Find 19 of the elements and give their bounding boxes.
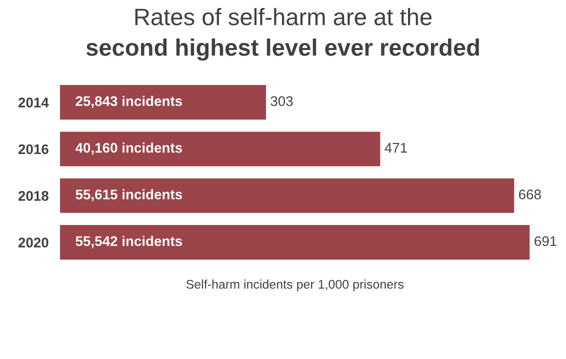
data-label: 668 <box>519 190 541 200</box>
annotation: 55,542 incidents <box>76 236 182 248</box>
x-axis-title: Self-harm incidents per 1,000 prisoners <box>186 280 404 292</box>
bar <box>60 225 530 260</box>
chart-title: Rates of self-harm are at the <box>135 8 432 26</box>
y-tick-label: 2018 <box>18 190 48 201</box>
annotation: 55,615 incidents <box>76 189 182 202</box>
bar <box>60 85 266 120</box>
y-tick-label: 2014 <box>18 98 49 108</box>
data-label: 303 <box>270 96 293 106</box>
data-label: 471 <box>384 143 407 153</box>
data-label: 691 <box>534 236 556 246</box>
chart-subtitle: second highest level ever recorded <box>86 38 479 61</box>
y-tick-label: 2016 <box>18 144 48 154</box>
bar <box>60 178 514 213</box>
annotation: 40,160 incidents <box>75 142 182 155</box>
y-tick-label: 2020 <box>18 238 48 248</box>
bar <box>60 132 380 166</box>
annotation: 25,843 incidents <box>76 96 182 108</box>
